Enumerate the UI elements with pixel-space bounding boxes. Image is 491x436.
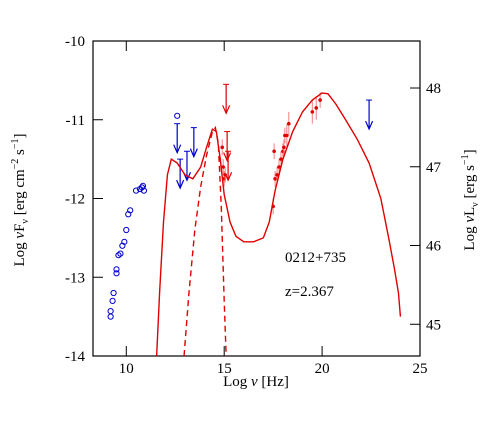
y2-tick-label: 45	[426, 317, 441, 333]
y-tick-label: -10	[65, 34, 85, 50]
plot-frame	[92, 40, 421, 357]
data-point	[107, 308, 114, 315]
model-curve	[155, 92, 402, 356]
data-point	[174, 112, 181, 119]
data-point	[272, 149, 276, 154]
y-tick-label: -12	[65, 192, 85, 208]
limit-head	[189, 148, 198, 159]
limit-head	[365, 120, 374, 131]
data-point	[113, 270, 120, 277]
x-axis-label: Log ν [Hz]	[223, 374, 289, 390]
x-tick-label: 10	[119, 361, 134, 377]
data-point	[121, 238, 128, 245]
data-point	[221, 165, 226, 169]
data-point	[287, 121, 291, 126]
data-point	[132, 187, 140, 194]
upper-limit	[173, 123, 182, 155]
data-point	[110, 289, 117, 297]
limit-head	[222, 105, 231, 115]
data-point	[117, 250, 124, 257]
data-point	[127, 207, 134, 214]
limit-head	[173, 144, 182, 155]
upper-limit	[365, 99, 374, 131]
y2-tick-label: 47	[426, 160, 442, 176]
data-point	[273, 177, 277, 181]
y2-tick-label: 48	[426, 81, 441, 97]
upper-limit	[223, 131, 232, 163]
data-point	[318, 98, 322, 102]
data-point	[140, 187, 148, 194]
data-point	[314, 106, 319, 110]
data-point	[109, 297, 116, 304]
x-tick-label: 25	[413, 361, 428, 377]
data-point	[279, 157, 283, 161]
y-tick-label: -14	[65, 349, 85, 365]
data-point	[282, 145, 286, 150]
annotation: z=2.367	[285, 284, 334, 300]
upper-limit	[176, 158, 185, 190]
y-tick-label: -11	[66, 113, 85, 129]
upper-limit	[222, 83, 231, 115]
plot-area	[107, 83, 402, 356]
data-point	[220, 145, 225, 150]
limit-head	[176, 179, 185, 190]
data-point	[107, 313, 114, 320]
limit-head	[223, 152, 232, 163]
upper-limit	[189, 127, 198, 159]
x-tick-label: 15	[217, 361, 232, 377]
data-point	[277, 165, 281, 169]
data-point	[310, 110, 315, 114]
data-point	[275, 173, 279, 177]
y2-axis-label: Log νLν [erg s−1]	[460, 149, 481, 250]
data-point	[285, 133, 289, 138]
y-tick-label: -13	[65, 270, 85, 286]
x-tick-label: 20	[315, 361, 330, 377]
data-point	[123, 226, 130, 234]
y-axis-label: Log νFν [erg cm−2 s−1]	[10, 133, 31, 266]
model-curve	[183, 125, 227, 356]
annotation: 0212+735	[285, 250, 346, 266]
y2-tick-label: 46	[426, 239, 442, 255]
data-point	[113, 266, 120, 273]
data-point	[223, 173, 227, 177]
